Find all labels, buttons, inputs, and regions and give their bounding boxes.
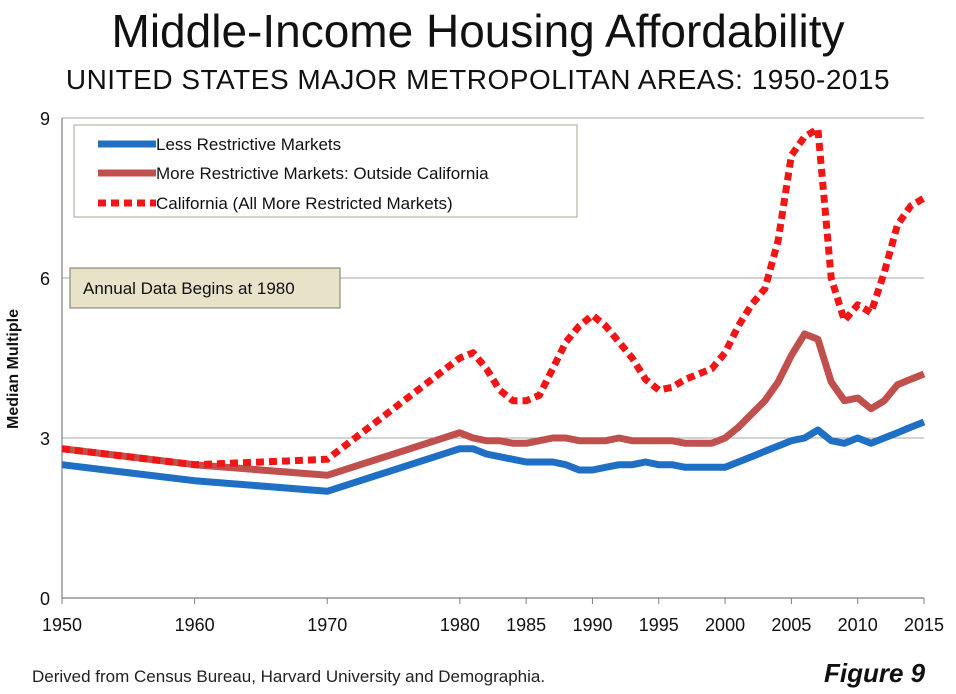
legend-label-california: California (All More Restricted Markets) (156, 194, 453, 213)
legend: Less Restrictive Markets More Restrictiv… (73, 124, 578, 218)
x-tick-labels: 1950 1960 1970 1980 1985 1990 1995 2000 2005 2010… (42, 615, 944, 635)
x-tick-2015: 2015 (904, 615, 944, 635)
series-line-more-restrictive (61, 330, 926, 479)
annotation-text: Annual Data Begins at 1980 (83, 279, 295, 298)
annotation-box: Annual Data Begins at 1980 (69, 267, 341, 309)
y-tick-3: 3 (40, 429, 50, 449)
x-tick-1960: 1960 (175, 615, 215, 635)
legend-label-more-restrictive: More Restrictive Markets: Outside Califo… (156, 164, 489, 183)
y-tick-6: 6 (40, 269, 50, 289)
x-tick-1950: 1950 (42, 615, 82, 635)
figure-label: Figure 9 (824, 658, 926, 688)
x-tick-1995: 1995 (639, 615, 679, 635)
source-note: Derived from Census Bureau, Harvard Univ… (32, 667, 546, 686)
chart-title: Middle-Income Housing Affordability (111, 5, 845, 57)
data-series (61, 125, 926, 495)
series-line-less-restrictive (61, 418, 926, 495)
x-tick-1980: 1980 (440, 615, 480, 635)
x-tick-2000: 2000 (705, 615, 745, 635)
x-tick-2005: 2005 (771, 615, 811, 635)
x-tick-1990: 1990 (572, 615, 612, 635)
legend-box (73, 124, 578, 218)
chart-subtitle: UNITED STATES MAJOR METROPOLITAN AREAS: … (65, 64, 891, 95)
y-tick-0: 0 (40, 589, 50, 609)
annotation-background (69, 267, 341, 309)
x-tick-1970: 1970 (307, 615, 347, 635)
y-tick-labels: 0 3 6 9 (40, 109, 50, 609)
y-tick-9: 9 (40, 109, 50, 129)
x-tick-2010: 2010 (838, 615, 878, 635)
legend-label-less-restrictive: Less Restrictive Markets (156, 135, 341, 154)
series-line-california (61, 125, 926, 469)
x-tick-1985: 1985 (506, 615, 546, 635)
axes (61, 118, 925, 604)
